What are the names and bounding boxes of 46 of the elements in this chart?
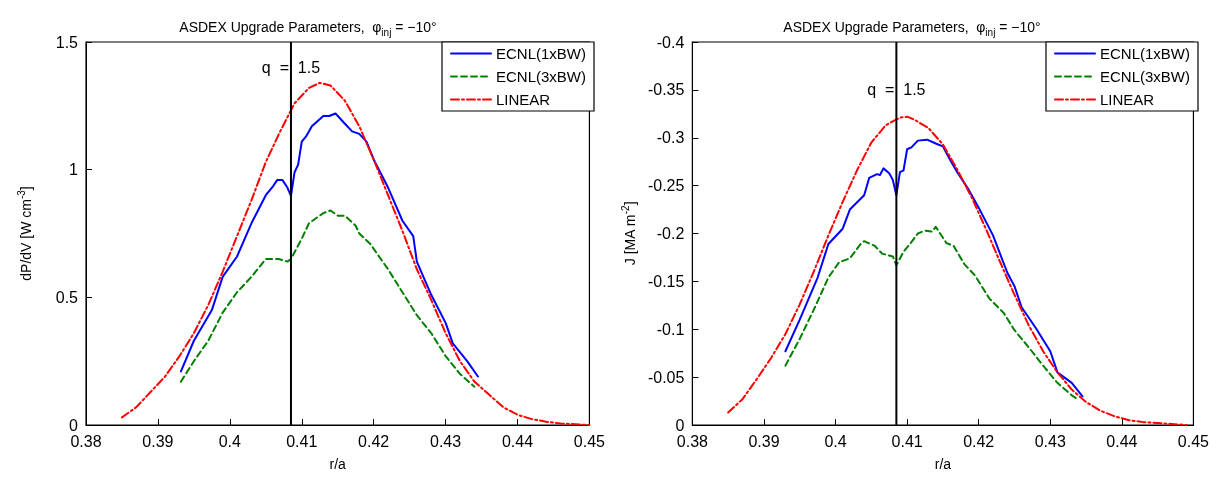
y-tick-label: 1	[69, 161, 79, 179]
legend-label: ECNL(1xBW)	[1099, 45, 1191, 62]
x-tick-label: 0.44	[1106, 432, 1138, 450]
y-axis-title: dP/dV [W cm-3]	[15, 186, 34, 281]
x-tick-label: 0.4	[824, 432, 847, 450]
x-tick-label: 0.4	[218, 432, 242, 450]
annotation: q = 1.5	[867, 81, 926, 99]
x-tick-label: 0.39	[142, 432, 174, 450]
x-tick-label: 0.38	[70, 432, 102, 450]
x-tick-label: 0.38	[676, 432, 709, 450]
x-tick-label: 0.41	[891, 432, 923, 450]
legend-label: ECNL(3xBW)	[495, 68, 587, 85]
y-tick-label: 1.5	[55, 33, 79, 51]
y-tick-label: -0.05	[647, 368, 685, 386]
x-tick-label: 0.42	[963, 432, 995, 450]
y-axis-title: J [MA m-2]	[619, 201, 638, 266]
y-tick-label: 0	[675, 416, 685, 434]
y-tick-label: -0.1	[656, 320, 685, 338]
y-tick-label: -0.35	[647, 81, 685, 99]
x-axis-title: r/a	[934, 456, 952, 472]
x-tick-label: 0.39	[748, 432, 780, 450]
x-tick-label: 0.43	[1034, 432, 1066, 450]
x-axis-title: r/a	[329, 456, 347, 472]
x-tick-label: 0.45	[573, 432, 606, 450]
legend-label: LINEAR	[1099, 91, 1155, 108]
x-tick-label: 0.41	[286, 432, 318, 450]
x-tick-label: 0.45	[1177, 432, 1210, 450]
legend-label: ECNL(3xBW)	[1099, 68, 1191, 85]
x-tick-label: 0.42	[358, 432, 390, 450]
annotation: q = 1.5	[261, 59, 321, 77]
line-series	[179, 112, 479, 378]
y-tick-label: -0.4	[656, 33, 685, 51]
y-tick-label: -0.2	[656, 225, 685, 242]
x-tick-label: 0.43	[430, 432, 462, 450]
legend-label: LINEAR	[495, 91, 551, 108]
line-series	[784, 138, 1084, 398]
line-series	[179, 209, 476, 388]
y-tick-label: 0	[69, 416, 79, 434]
line-series	[727, 115, 1188, 426]
y-tick-label: -0.3	[656, 129, 685, 147]
legend-label: ECNL(1xBW)	[495, 45, 587, 62]
y-tick-label: -0.25	[647, 177, 685, 195]
x-tick-label: 0.44	[501, 432, 534, 450]
y-tick-label: 0.5	[55, 288, 79, 306]
y-tick-label: -0.15	[647, 272, 685, 290]
line-series	[784, 225, 1080, 402]
